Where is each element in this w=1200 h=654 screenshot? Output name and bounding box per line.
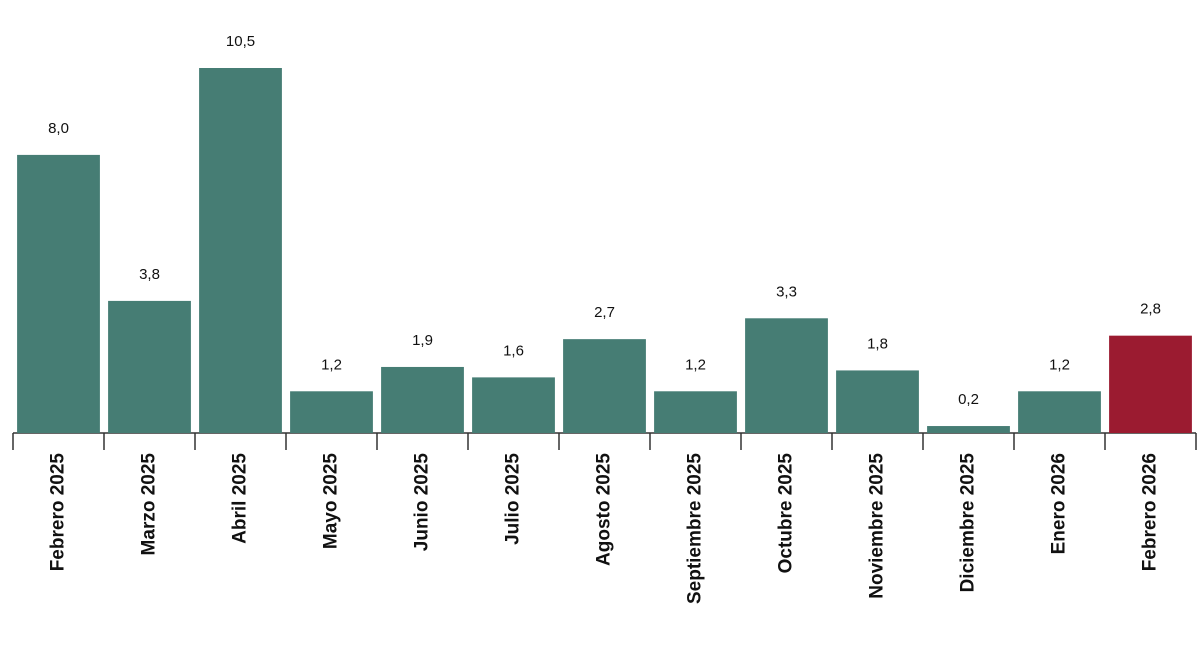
x-tick-label: Mayo 2025 <box>321 453 342 550</box>
x-tick-label: Agosto 2025 <box>594 453 615 566</box>
value-label: 1,9 <box>412 332 433 349</box>
x-tick-label: Diciembre 2025 <box>958 453 979 593</box>
x-tick-label: Noviembre 2025 <box>867 453 888 599</box>
x-tick-label: Febrero 2026 <box>1140 453 1161 571</box>
value-label: 0,2 <box>958 391 979 408</box>
bar <box>108 300 191 433</box>
bar <box>654 391 737 433</box>
x-tick-label: Junio 2025 <box>412 453 433 552</box>
bar <box>381 366 464 433</box>
x-tick-label: Marzo 2025 <box>139 453 160 556</box>
x-tick-label: Abril 2025 <box>230 453 251 544</box>
bar <box>1109 335 1192 433</box>
bar <box>927 426 1010 433</box>
value-label: 1,2 <box>321 356 342 373</box>
value-label: 1,2 <box>685 356 706 373</box>
value-label: 2,8 <box>1140 301 1161 318</box>
value-label: 8,0 <box>48 120 69 137</box>
bar <box>745 318 828 433</box>
x-tick-label: Septiembre 2025 <box>685 453 706 604</box>
bar <box>290 391 373 433</box>
value-label: 3,3 <box>776 283 797 300</box>
bar <box>17 154 100 433</box>
bar <box>1018 391 1101 433</box>
x-tick-label: Enero 2026 <box>1049 453 1070 554</box>
x-tick-label: Julio 2025 <box>503 453 524 545</box>
value-label: 10,5 <box>226 33 255 50</box>
bar <box>199 68 282 433</box>
value-label: 1,2 <box>1049 356 1070 373</box>
bar <box>836 370 919 433</box>
x-tick-label: Febrero 2025 <box>48 453 69 572</box>
bar <box>563 339 646 433</box>
x-tick-label: Octubre 2025 <box>776 453 797 574</box>
bar <box>472 377 555 433</box>
value-label: 3,8 <box>139 266 160 283</box>
value-label: 1,8 <box>867 335 888 352</box>
value-label: 2,7 <box>594 304 615 321</box>
value-label: 1,6 <box>503 342 524 359</box>
